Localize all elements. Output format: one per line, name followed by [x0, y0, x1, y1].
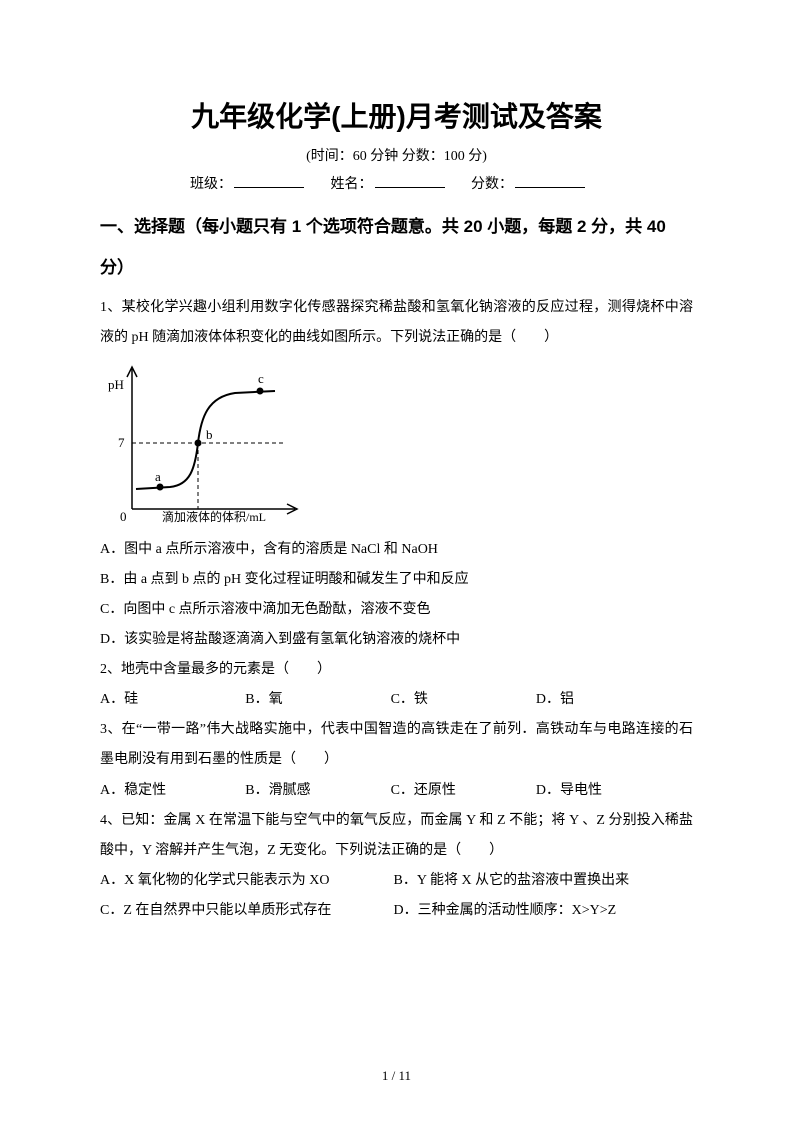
point-a-label: a	[155, 469, 161, 484]
ph-curve-chart: pH 7 0 滴加液体的体积/mL a b c	[100, 359, 310, 529]
y-axis-label: pH	[108, 377, 124, 392]
point-c-label: c	[258, 371, 264, 386]
q4-option-b: B．Y 能将 X 从它的盐溶液中置换出来	[394, 866, 688, 896]
name-label: 姓名：	[331, 177, 373, 192]
score-label: 分数：	[471, 177, 513, 192]
q4-options-row1: A．X 氧化物的化学式只能表示为 XOB．Y 能将 X 从它的盐溶液中置换出来	[100, 866, 693, 896]
section-1-heading: 一、选择题（每小题只有 1 个选项符合题意。共 20 小题，每题 2 分，共 4…	[100, 207, 693, 289]
q2-options: A．硅B．氧C．铁D．铝	[100, 685, 693, 715]
q1-option-b: B．由 a 点到 b 点的 pH 变化过程证明酸和碱发生了中和反应	[100, 565, 693, 595]
q4-option-d: D．三种金属的活动性顺序：X>Y>Z	[394, 896, 688, 926]
fill-in-row: 班级： 姓名： 分数：	[100, 173, 693, 193]
page-title: 九年级化学(上册)月考测试及答案	[100, 95, 693, 135]
q2-option-b: B．氧	[245, 685, 390, 715]
x-axis-label: 滴加液体的体积/mL	[162, 509, 266, 524]
q4-option-c: C．Z 在自然界中只能以单质形式存在	[100, 896, 394, 926]
name-blank[interactable]	[375, 173, 445, 188]
page-footer: 1 / 11	[0, 1068, 793, 1084]
origin-label: 0	[120, 509, 127, 524]
point-b-label: b	[206, 427, 213, 442]
q2-option-a: A．硅	[100, 685, 245, 715]
q1-option-a: A．图中 a 点所示溶液中，含有的溶质是 NaCl 和 NaOH	[100, 535, 693, 565]
class-blank[interactable]	[234, 173, 304, 188]
y-tick-7: 7	[118, 435, 125, 450]
q2-stem: 2、地壳中含量最多的元素是（ ）	[100, 655, 693, 685]
q3-option-d: D．导电性	[536, 776, 681, 806]
q1-stem: 1、某校化学兴趣小组利用数字化传感器探究稀盐酸和氢氧化钠溶液的反应过程，测得烧杯…	[100, 293, 693, 353]
exam-page: 九年级化学(上册)月考测试及答案 (时间：60 分钟 分数：100 分) 班级：…	[0, 0, 793, 1122]
score-blank[interactable]	[515, 173, 585, 188]
page-subtitle: (时间：60 分钟 分数：100 分)	[100, 145, 693, 165]
q4-options-row2: C．Z 在自然界中只能以单质形式存在D．三种金属的活动性顺序：X>Y>Z	[100, 896, 693, 926]
class-label: 班级：	[190, 177, 232, 192]
q4-stem: 4、已知：金属 X 在常温下能与空气中的氧气反应，而金属 Y 和 Z 不能；将 …	[100, 806, 693, 866]
q1-option-d: D．该实验是将盐酸逐滴滴入到盛有氢氧化钠溶液的烧杯中	[100, 625, 693, 655]
q3-option-a: A．稳定性	[100, 776, 245, 806]
q2-option-d: D．铝	[536, 685, 681, 715]
q3-options: A．稳定性B．滑腻感C．还原性D．导电性	[100, 776, 693, 806]
q1-option-c: C．向图中 c 点所示溶液中滴加无色酚酞，溶液不变色	[100, 595, 693, 625]
q3-stem: 3、在“一带一路”伟大战略实施中，代表中国智造的高铁走在了前列．高铁动车与电路连…	[100, 715, 693, 775]
q4-option-a: A．X 氧化物的化学式只能表示为 XO	[100, 866, 394, 896]
q2-option-c: C．铁	[391, 685, 536, 715]
q3-option-c: C．还原性	[391, 776, 536, 806]
q3-option-b: B．滑腻感	[245, 776, 390, 806]
